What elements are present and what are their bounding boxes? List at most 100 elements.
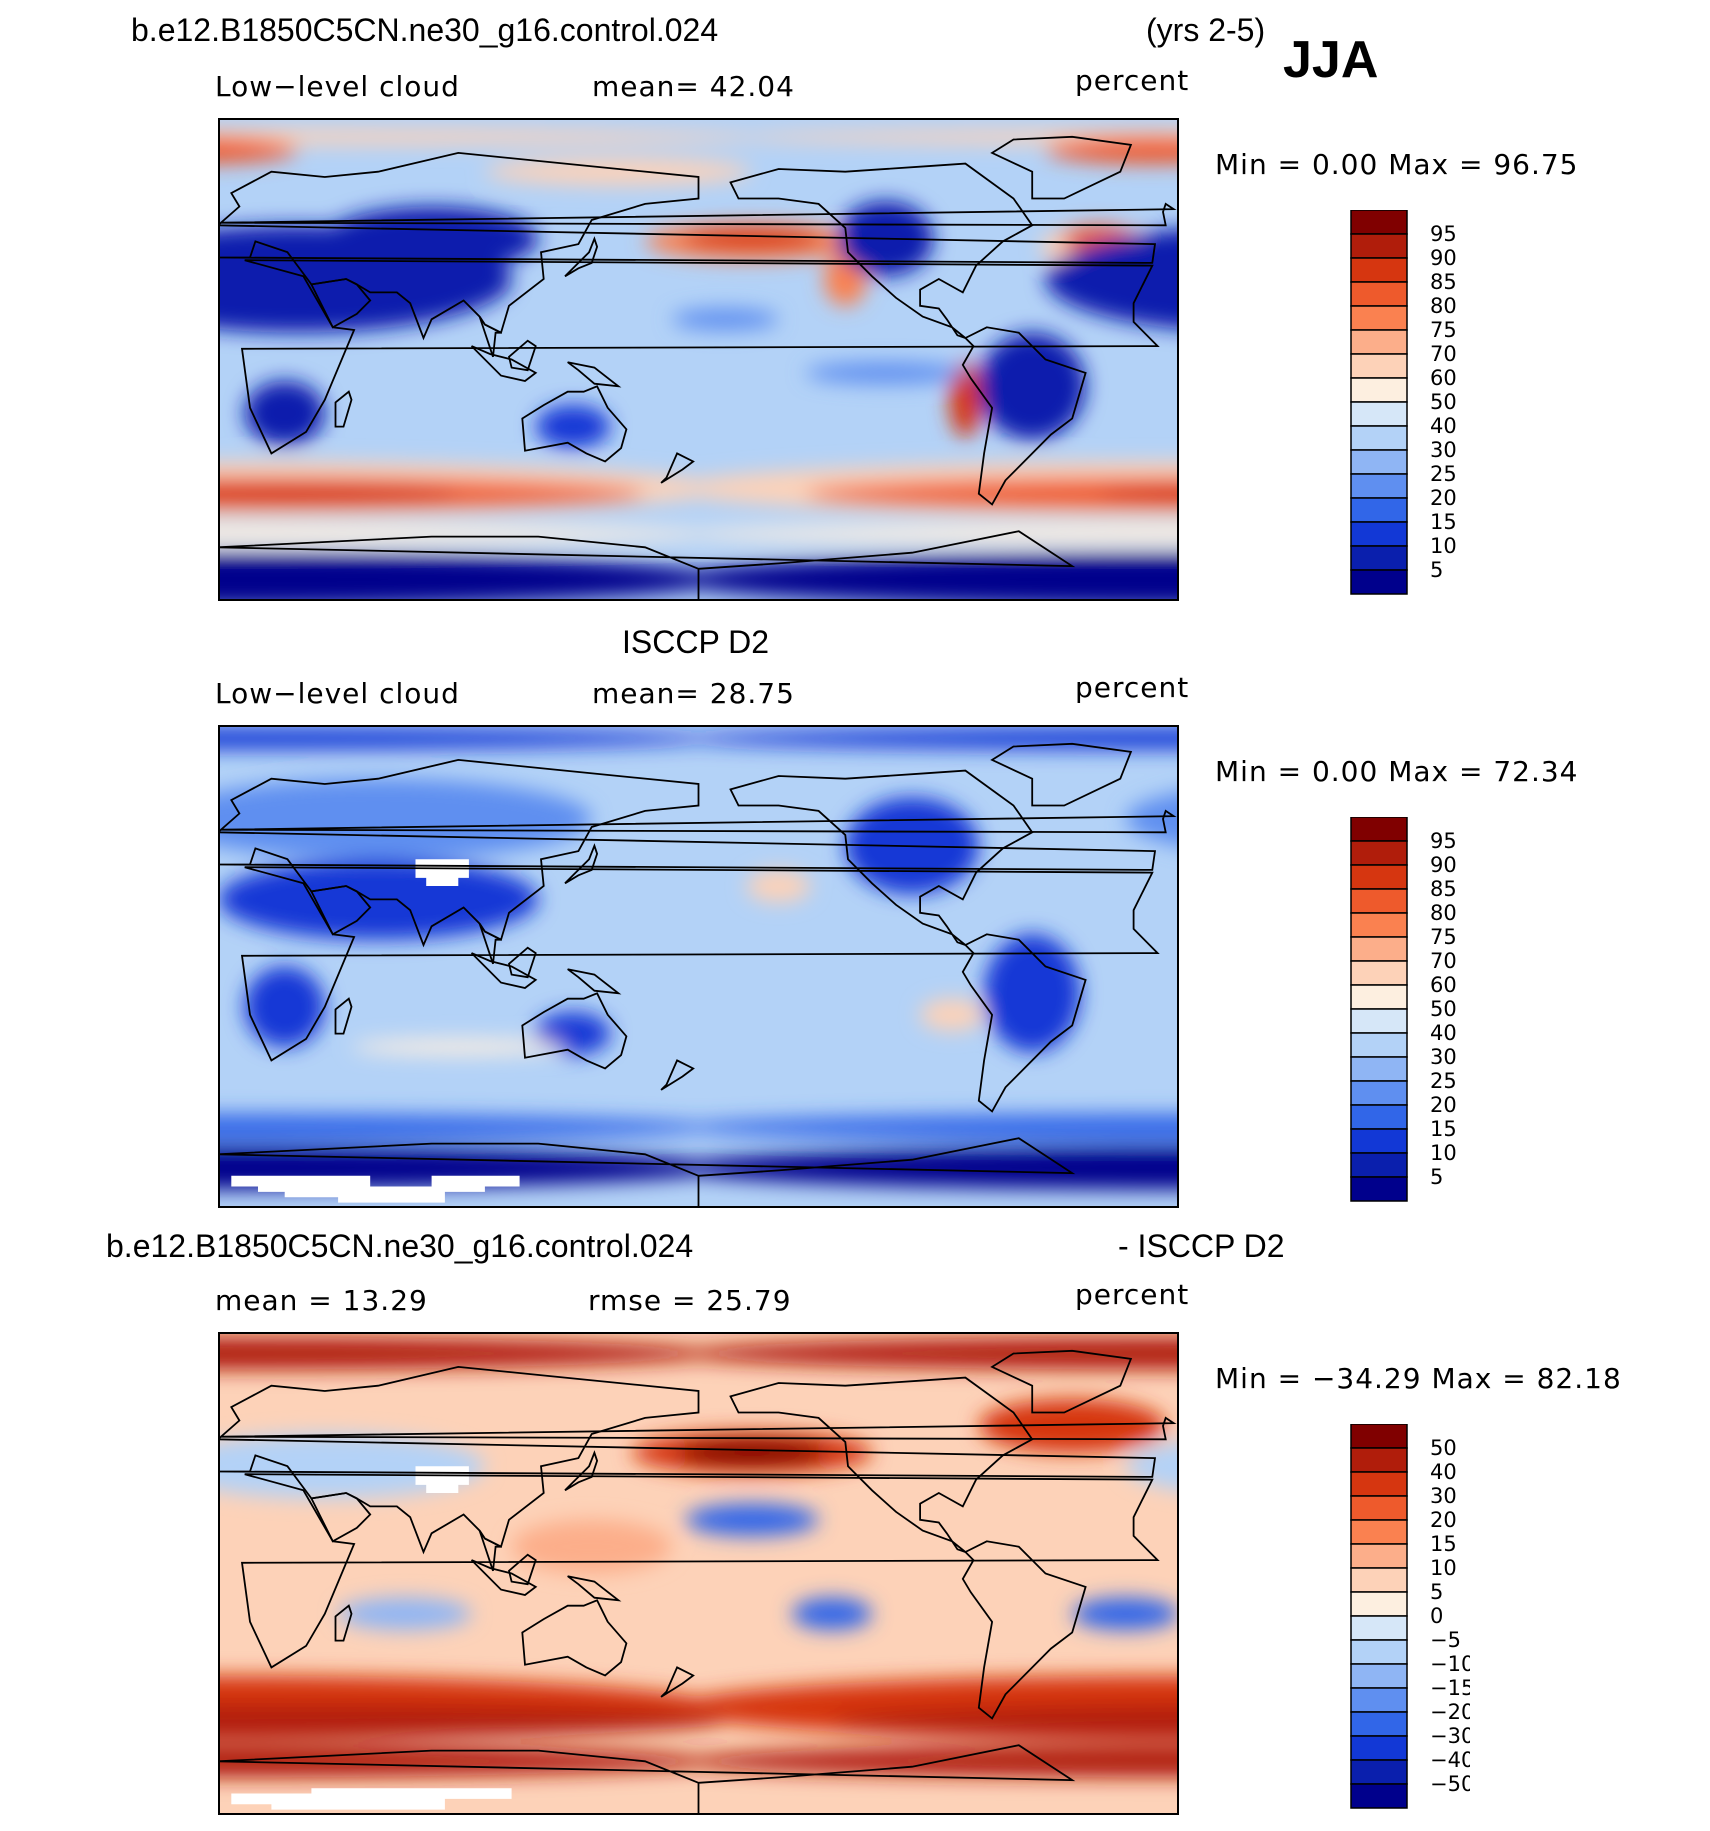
coastline-japan	[564, 1450, 599, 1492]
field-contour-14	[535, 405, 611, 449]
colorbar-swatch	[1350, 1759, 1408, 1785]
panel1-variable-label: Low−level cloud	[215, 70, 460, 103]
colorbar-tick-label: 10	[1430, 534, 1457, 558]
colorbar-swatch	[1350, 281, 1408, 307]
colorbar-tick-label: 50	[1430, 997, 1457, 1021]
colorbar-tick-label: 50	[1430, 390, 1457, 414]
colorbar-tick-label: 50	[1430, 1436, 1457, 1460]
colorbar-swatch	[1350, 1639, 1408, 1665]
colorbar-swatch	[1350, 840, 1408, 866]
colorbar-swatch	[1350, 1519, 1408, 1545]
coastline-nguinea	[567, 968, 622, 995]
map-frame	[218, 725, 1179, 1208]
colorbar-tick-label: 25	[1430, 462, 1457, 486]
colorbar-tick-label: −10	[1430, 1652, 1470, 1676]
field-contour-21	[218, 552, 726, 601]
colorbar-tick-label: 75	[1430, 318, 1457, 342]
field-contour-7	[746, 869, 811, 903]
coastline-uk	[220, 809, 1177, 834]
coastline-japan	[564, 843, 599, 885]
colorbar-tick-label: −15	[1430, 1676, 1470, 1700]
colorbar-swatch	[1350, 1032, 1408, 1058]
colorbar-swatch	[1350, 1128, 1408, 1154]
colorbar-swatch	[1350, 936, 1408, 962]
colorbar-swatch	[1350, 960, 1408, 986]
coastline-namerica	[729, 1376, 1034, 1553]
colorbar-tick-label: 10	[1430, 1141, 1457, 1165]
colorbar-tick-label: 20	[1430, 486, 1457, 510]
coastline-arabia	[310, 885, 372, 936]
coastline-borneo	[507, 339, 537, 372]
coastline-madagascar	[334, 1604, 353, 1642]
field-contour-5	[244, 966, 325, 1047]
field-contour-1	[218, 778, 592, 860]
field-contour-0	[218, 727, 726, 750]
coastline-indonesia	[470, 952, 538, 989]
colorbar-swatch	[1350, 305, 1408, 331]
colorbar-tick-label: −50	[1430, 1772, 1470, 1796]
field-contour-13	[244, 380, 325, 446]
coastline-namerica	[729, 162, 1034, 339]
field-contour-16	[805, 362, 966, 384]
colorbar-tick-label: −20	[1430, 1700, 1470, 1724]
coastline-arabia	[310, 1492, 372, 1543]
coastline-antarctica	[218, 1744, 1076, 1815]
colorbar-tick-label: 40	[1430, 1021, 1457, 1045]
colorbar-tick-label: 5	[1430, 1580, 1443, 1604]
coastline-africa	[240, 259, 1160, 455]
colorbar-swatch	[1350, 1591, 1408, 1617]
colorbar-swatch	[1350, 545, 1408, 571]
field-contour-0	[218, 128, 779, 145]
colorbar-tick-label: 75	[1430, 925, 1457, 949]
field-contour-12	[978, 332, 1086, 440]
colorbar-tick-label: 95	[1430, 829, 1457, 853]
colorbar-swatch	[1350, 1104, 1408, 1130]
panel2-variable-label: Low−level cloud	[215, 677, 460, 710]
coastline-namerica	[729, 769, 1034, 946]
colorbar-tick-label: 15	[1430, 510, 1457, 534]
colorbar-swatch	[1350, 1447, 1408, 1473]
field-contour-1	[1045, 136, 1179, 164]
colorbar-swatch	[1350, 497, 1408, 523]
colorbar-swatch	[1350, 233, 1408, 259]
years-label: (yrs 2-5)	[1146, 12, 1266, 48]
colorbar-swatch	[1350, 353, 1408, 379]
coastline-madagascar	[334, 390, 353, 428]
coastline-japan	[564, 236, 599, 278]
coastline-australia	[521, 385, 628, 463]
colorbar-swatch	[1350, 817, 1408, 842]
map-frame	[218, 1332, 1179, 1815]
colorbar-swatch	[1350, 401, 1408, 427]
colorbar-swatch	[1350, 984, 1408, 1010]
colorbar-swatch	[1350, 257, 1408, 283]
colorbar-tick-label: −30	[1430, 1724, 1470, 1748]
colorbar-tick-label: 40	[1430, 1460, 1457, 1484]
colorbar-swatch	[1350, 473, 1408, 499]
colorbar-swatch	[1350, 1735, 1408, 1761]
field-contour-9	[351, 1038, 566, 1056]
colorbar-tick-label: 80	[1430, 901, 1457, 925]
coastline-nz	[660, 1059, 695, 1091]
coastline-samerica	[961, 326, 1087, 506]
case-title: b.e12.B1850C5CN.ne30_g16.control.024	[131, 12, 719, 48]
colorbar-tick-label: −40	[1430, 1748, 1470, 1772]
colorbar-swatch	[1350, 1687, 1408, 1713]
field-contour-2	[677, 1439, 827, 1467]
coastline-antarctica	[218, 1137, 1076, 1208]
panel3-rmse-label: rmse = 25.79	[588, 1284, 792, 1317]
field-contour-2	[484, 158, 752, 186]
colorbar-tick-label: 5	[1430, 1165, 1443, 1189]
coastline-indochina	[478, 923, 502, 965]
colorbar-tick-label: 25	[1430, 1069, 1457, 1093]
colorbar-swatch	[1350, 569, 1408, 595]
coastline-africa	[240, 866, 1160, 1062]
colorbar-swatch	[1350, 425, 1408, 451]
panel3-min-max: Min = −34.29 Max = 82.18	[1215, 1362, 1622, 1395]
coastline-indochina	[478, 1530, 502, 1572]
colorbar-tick-label: −5	[1430, 1628, 1461, 1652]
colorbar-swatch	[1350, 1176, 1408, 1202]
coastline-greenland	[990, 135, 1133, 200]
